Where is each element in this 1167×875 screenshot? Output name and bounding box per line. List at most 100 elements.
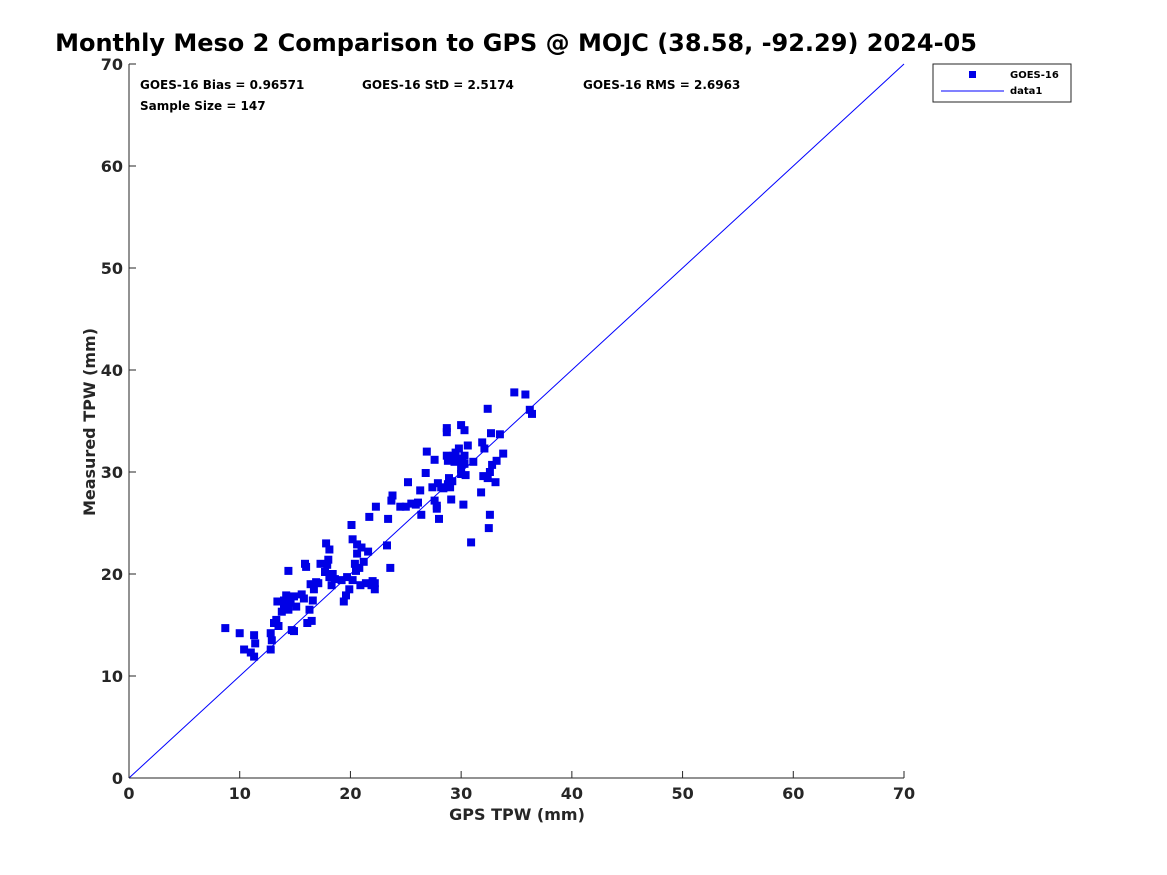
data-point — [327, 581, 336, 590]
data-point — [467, 538, 476, 547]
data-point — [443, 456, 452, 465]
data-point — [480, 444, 489, 453]
data-point — [477, 488, 486, 497]
data-point — [347, 521, 356, 529]
stat-rms: GOES-16 RMS = 2.6963 — [583, 78, 740, 92]
chart-title: Monthly Meso 2 Comparison to GPS @ MOJC … — [55, 29, 977, 57]
data-point — [450, 457, 459, 466]
data-point — [246, 648, 255, 657]
scatter-points — [221, 388, 536, 661]
data-point — [371, 502, 380, 511]
y-tick-label: 60 — [101, 157, 123, 176]
y-tick-label: 30 — [101, 463, 123, 482]
data-point — [339, 597, 348, 606]
x-tick-label: 20 — [339, 784, 361, 803]
data-point — [454, 444, 463, 453]
data-point — [353, 540, 362, 549]
data-point — [323, 560, 332, 569]
data-point — [330, 575, 339, 584]
data-point — [463, 441, 472, 450]
data-point — [322, 539, 331, 548]
data-point — [447, 495, 456, 504]
data-point — [396, 502, 405, 511]
x-tick-label: 40 — [561, 784, 583, 803]
x-tick-label: 10 — [229, 784, 251, 803]
data-point — [483, 474, 492, 483]
legend-marker-goes16 — [969, 71, 976, 78]
data-point — [416, 486, 425, 495]
data-point — [469, 457, 478, 466]
data-point — [499, 449, 508, 458]
data-point — [485, 510, 494, 519]
data-point — [274, 622, 283, 630]
data-point — [510, 388, 519, 397]
data-point — [483, 404, 492, 413]
x-axis-label: GPS TPW (mm) — [449, 805, 585, 824]
legend-box — [932, 63, 1072, 103]
stats-annotations: GOES-16 Bias = 0.96571 GOES-16 StD = 2.5… — [140, 78, 740, 113]
y-tick-label: 70 — [101, 55, 123, 74]
data-point — [430, 455, 439, 464]
data-point — [495, 430, 504, 439]
data-point — [307, 616, 316, 625]
data-point — [487, 429, 495, 438]
data-point — [328, 570, 337, 578]
stat-sample-size: Sample Size = 147 — [140, 99, 266, 113]
y-axis-label: Measured TPW (mm) — [80, 328, 99, 516]
x-tick-label: 70 — [893, 784, 915, 803]
data-point — [478, 438, 487, 447]
data-point — [308, 596, 317, 605]
legend-label-goes16: GOES-16 — [1010, 70, 1059, 81]
stat-std: GOES-16 StD = 2.5174 — [362, 78, 514, 92]
data-point — [383, 541, 391, 550]
data-point — [417, 510, 426, 519]
data-point — [250, 652, 259, 661]
data-point — [357, 543, 366, 552]
x-tick-label: 30 — [450, 784, 472, 803]
data-point — [235, 629, 244, 638]
data-point — [404, 478, 412, 487]
data-point — [492, 456, 501, 465]
data-point — [267, 636, 276, 645]
data-point — [266, 629, 275, 638]
data-point — [442, 451, 451, 460]
data-point — [348, 576, 357, 585]
data-point — [345, 585, 354, 594]
data-point — [284, 566, 293, 575]
data-point — [435, 514, 443, 523]
y-axis-ticks: 0 10 20 30 40 50 60 70 — [101, 55, 136, 788]
data-point — [284, 605, 293, 614]
data-point — [525, 405, 534, 414]
data-point — [324, 555, 333, 564]
data-point — [240, 645, 249, 654]
data-point — [350, 559, 359, 568]
data-point — [451, 448, 460, 457]
data-point — [356, 581, 365, 590]
data-point — [384, 514, 393, 523]
data-point — [491, 478, 500, 487]
data-point — [273, 597, 282, 606]
data-point — [460, 451, 469, 460]
plot-area: 0 10 20 30 40 50 60 70 0 10 20 30 40 50 60 70 — [101, 55, 915, 803]
data-point — [370, 579, 379, 588]
data-point — [303, 619, 312, 627]
data-point — [442, 424, 451, 433]
data-point — [439, 484, 448, 493]
data-point — [457, 421, 466, 430]
legend: GOES-16 data1 — [932, 63, 1072, 103]
data-point — [314, 579, 323, 588]
data-point — [388, 491, 397, 500]
data-point — [461, 471, 470, 480]
identity-line-layer — [128, 63, 905, 779]
data-point — [337, 576, 346, 585]
data-point — [305, 605, 314, 614]
data-point — [364, 547, 373, 556]
data-point — [459, 500, 468, 509]
data-point — [299, 594, 308, 603]
data-point — [342, 591, 350, 600]
data-point — [221, 624, 230, 633]
data-point — [250, 631, 259, 640]
data-point — [251, 639, 260, 648]
data-point — [457, 470, 466, 478]
